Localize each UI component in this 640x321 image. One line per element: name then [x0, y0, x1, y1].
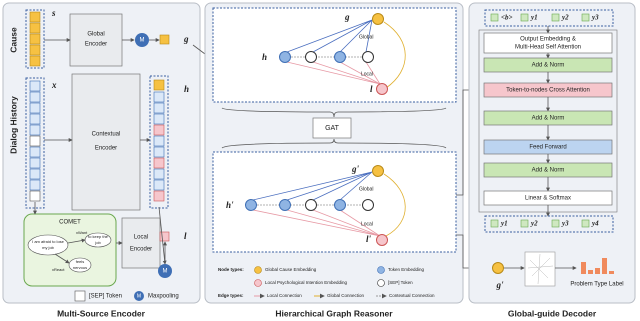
legend-item: Contextual Connection: [389, 293, 435, 298]
edge-local: Local: [361, 221, 373, 227]
relation: xReact: [52, 267, 65, 272]
react-text: feels: [76, 259, 84, 264]
output-token: y1: [500, 220, 508, 228]
relation: xWant: [76, 230, 88, 235]
utterance: I am afraid to lose: [32, 239, 65, 244]
maxpool-icon: M: [163, 269, 168, 275]
legend-maxpool: Maxpooling: [148, 294, 179, 300]
want-text: job: [94, 240, 101, 245]
history-label: Dialog History: [8, 96, 18, 154]
gat: GAT: [325, 125, 340, 132]
local-encoder: Local: [134, 235, 148, 241]
legend-item: Global Cause Embedding: [265, 267, 317, 272]
node-l: l: [370, 84, 373, 94]
node-h: h: [262, 52, 267, 62]
block-label: Feed Forward: [529, 145, 566, 151]
block-label: Multi-Head Self Attention: [515, 45, 581, 51]
h-label: h: [184, 84, 189, 94]
block-label: Add & Norm: [532, 116, 565, 122]
utterance: my job: [42, 245, 55, 250]
legend-heading: Node types:: [218, 267, 244, 272]
input-token: y1: [530, 14, 538, 22]
edge-local: Local: [361, 71, 373, 77]
node-g: g: [344, 12, 350, 22]
legend-item: Local Psychological Intention Embedding: [265, 280, 348, 285]
edge-global: Global: [359, 186, 373, 192]
input-token: y2: [561, 14, 569, 22]
global-encoder: Encoder: [85, 42, 107, 48]
react-text: nervous: [73, 265, 87, 270]
edge-global: Global: [359, 34, 373, 40]
decoder-panel: <b> y1 y2 y3 Output Embedding & Multi-He…: [468, 2, 636, 304]
node-h: h': [226, 200, 234, 210]
block-label: Add & Norm: [532, 168, 565, 174]
output-token: y2: [530, 220, 538, 228]
legend-item: Local Connection: [267, 293, 302, 298]
local-encoder: Encoder: [130, 247, 152, 253]
contextual-encoder: Contextual: [92, 132, 121, 138]
block-label: Output Embedding &: [520, 37, 576, 43]
input-token: <b>: [501, 14, 512, 22]
reasoner-panel: g h l Global Local GAT g' h' l' Global L…: [204, 2, 464, 304]
global-encoder: Global: [87, 32, 104, 38]
want-text: to keep the: [88, 234, 109, 239]
legend-item: [SEP] Token: [388, 280, 413, 285]
x-label: x: [51, 80, 57, 90]
encoder-panel: Cause Dialog History s Global Encoder M …: [2, 2, 201, 304]
encoder-title: Multi-Source Encoder: [57, 308, 146, 318]
maxpool-icon: M: [140, 38, 145, 44]
output-token: y3: [561, 220, 569, 228]
cause-label: Cause: [8, 27, 18, 53]
block-label: Linear & Softmax: [525, 196, 571, 202]
legend-item: Token Embedding: [388, 267, 425, 272]
problem-label: Problem Type Label: [570, 282, 623, 288]
g-label: g': [495, 280, 504, 290]
output-token: y4: [591, 220, 599, 228]
contextual-encoder: Encoder: [95, 146, 117, 152]
block-label: Add & Norm: [532, 63, 565, 69]
g-label: g: [183, 34, 189, 44]
input-token: y3: [591, 14, 599, 22]
node-g: g': [351, 164, 360, 174]
legend-heading: Edge types:: [218, 293, 244, 298]
legend-m: M: [137, 293, 141, 299]
l-label: l: [184, 231, 187, 241]
comet-label: COMET: [59, 220, 81, 226]
node-l: l': [366, 234, 372, 244]
legend-sep: [SEP] Token: [89, 294, 122, 300]
s-label: s: [51, 8, 56, 18]
decoder-title: Global-guide Decoder: [508, 308, 597, 318]
reasoner-title: Hierarchical Graph Reasoner: [275, 308, 393, 318]
legend-item: Global Connection: [327, 293, 365, 298]
block-label: Token-to-nodes Cross Attention: [506, 88, 590, 94]
